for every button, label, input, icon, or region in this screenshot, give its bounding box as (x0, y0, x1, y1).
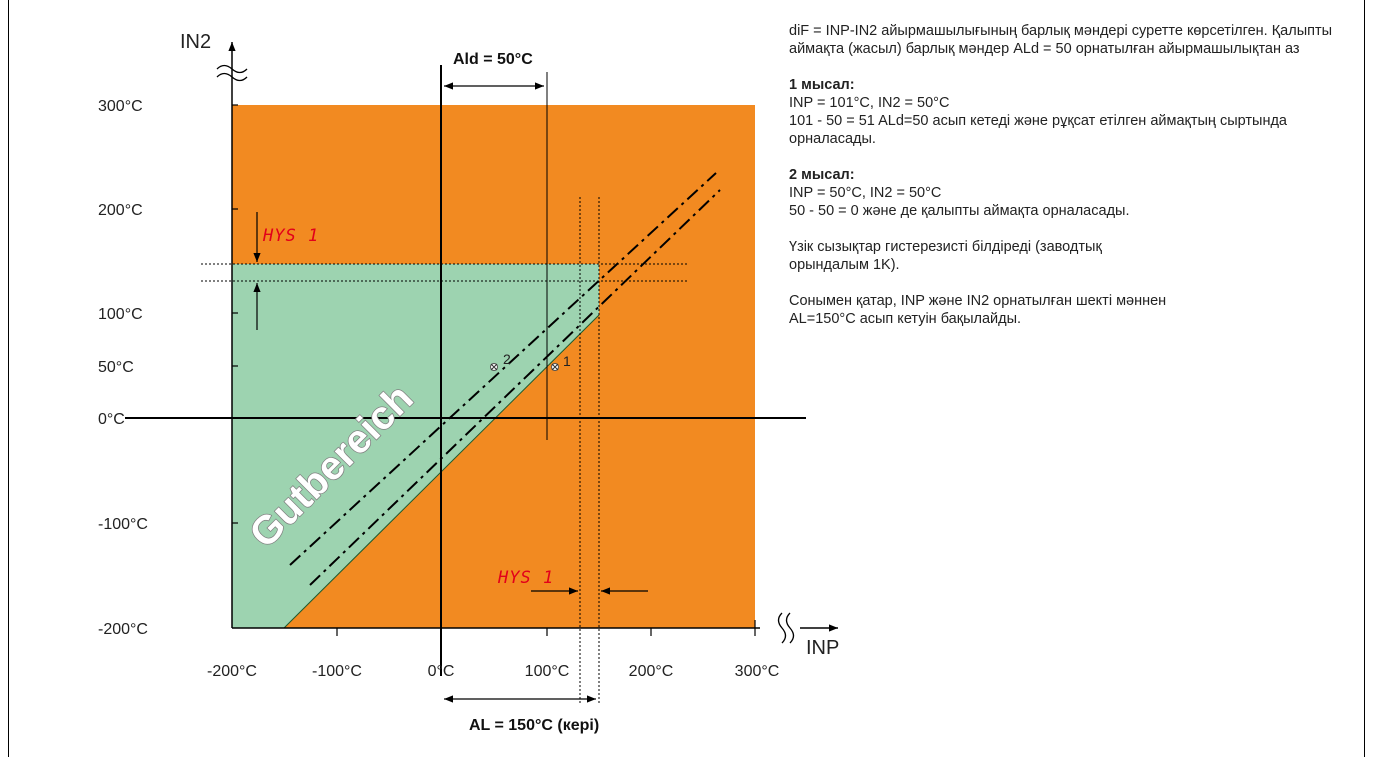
example-2-line-1: INP = 50°C, IN2 = 50°C (789, 185, 942, 201)
al-label: AL = 150°C (кері) (469, 717, 599, 734)
ald-label: Ald = 50°C (453, 51, 533, 68)
example-point-1: 1 (551, 353, 571, 371)
y-tick-label: 300°C (98, 98, 143, 115)
x-tick-label: -100°C (312, 663, 362, 680)
x-tick-label: 300°C (735, 663, 780, 680)
example-1-title: 1 мысал: (789, 77, 855, 93)
x-axis-break-icon (777, 612, 795, 644)
point-2-cross (490, 363, 498, 371)
point-1-cross (551, 363, 559, 371)
y-axis-break-icon (216, 64, 248, 82)
x-tick-label: 200°C (629, 663, 674, 680)
y-tick-label: -100°C (98, 516, 148, 533)
x-tick-marks (336, 620, 756, 636)
y-tick-label: -200°C (98, 621, 148, 638)
x-tick-label: 100°C (525, 663, 570, 680)
y-axis-label: IN2 (180, 31, 211, 53)
point-2-label: 2 (503, 351, 511, 367)
y-tick-label: 100°C (98, 306, 143, 323)
example-2-line-2: 50 - 50 = 0 және де қалыпты аймақта орна… (789, 203, 1130, 219)
x-axis-label: INP (806, 637, 839, 659)
x-tick-label: 0°C (428, 663, 455, 680)
hysteresis-dashdot-line-upper (289, 172, 717, 566)
notes-intro: diF = INP-IN2 айырмашылығының барлық мән… (789, 23, 1333, 57)
y-tick-marks (232, 104, 238, 524)
y-tick-label: 50°C (98, 359, 134, 376)
hys-label-vertical: HYS 1 (262, 226, 319, 246)
point-1-label: 1 (563, 353, 571, 369)
notes-example-2: 2 мысал: INP = 50°C, IN2 = 50°C 50 - 50 … (789, 166, 1349, 220)
x-tick-label: -200°C (207, 663, 257, 680)
figure-frame (8, 0, 1365, 757)
y-tick-label: 200°C (98, 202, 143, 219)
notes-hysteresis: Үзік сызықтар гистерезисті білдіреді (за… (789, 239, 1102, 273)
y-tick-label: 0°C (98, 411, 125, 428)
good-zone (232, 264, 599, 628)
explanation-panel: diF = INP-IN2 айырмашылығының барлық мән… (789, 22, 1349, 346)
example-2-title: 2 мысал: (789, 167, 855, 183)
notes-al: Сонымен қатар, INP және IN2 орнатылған ш… (789, 293, 1167, 327)
hysteresis-dashdot-line-lower (309, 189, 721, 586)
example-1-line-1: INP = 101°C, IN2 = 50°C (789, 95, 950, 111)
example-1-line-2: 101 - 50 = 51 ALd=50 асып кетеді және рұ… (789, 113, 1287, 147)
hys-label-horizontal: HYS 1 (497, 568, 554, 588)
notes-example-1: 1 мысал: INP = 101°C, IN2 = 50°C 101 - 5… (789, 76, 1349, 148)
example-point-2: 2 (490, 351, 511, 371)
